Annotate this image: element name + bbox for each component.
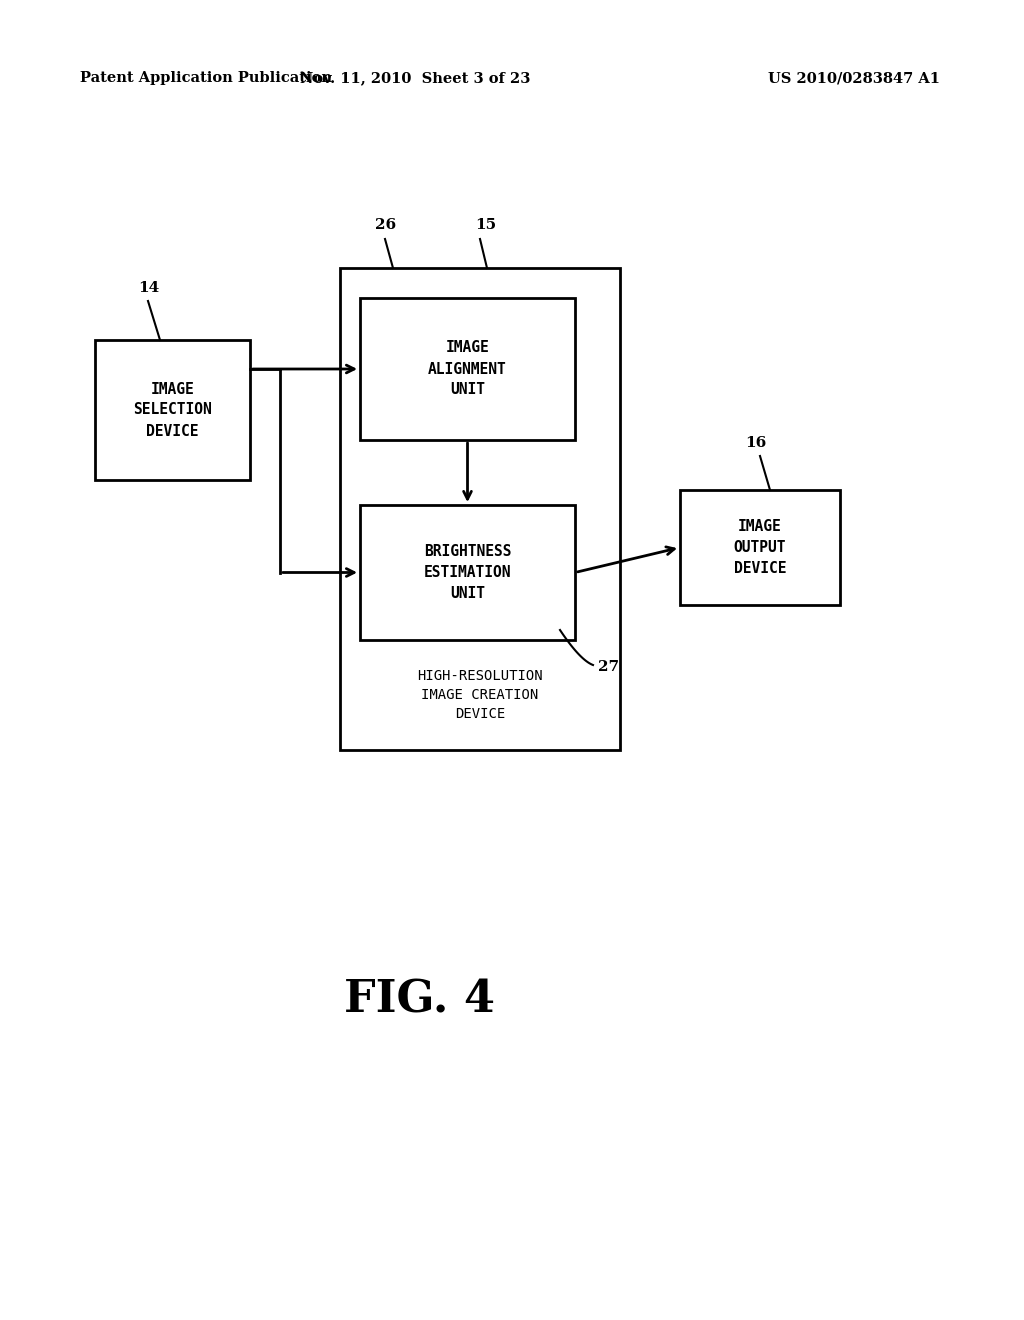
Text: Nov. 11, 2010  Sheet 3 of 23: Nov. 11, 2010 Sheet 3 of 23 [300,71,530,84]
Text: HIGH-RESOLUTION
IMAGE CREATION
DEVICE: HIGH-RESOLUTION IMAGE CREATION DEVICE [417,668,543,722]
Bar [360,506,575,640]
Text: IMAGE
ALIGNMENT
UNIT: IMAGE ALIGNMENT UNIT [428,341,507,397]
Bar [95,341,250,480]
Text: FIG. 4: FIG. 4 [344,978,496,1022]
Text: 15: 15 [475,218,496,232]
Text: 26: 26 [375,218,396,232]
Text: IMAGE
SELECTION
DEVICE: IMAGE SELECTION DEVICE [133,381,212,438]
Text: US 2010/0283847 A1: US 2010/0283847 A1 [768,71,940,84]
Bar [360,298,575,440]
Text: 16: 16 [745,436,766,450]
Text: 14: 14 [138,281,160,294]
Text: 27: 27 [598,660,620,675]
Text: Patent Application Publication: Patent Application Publication [80,71,332,84]
Bar [680,490,840,605]
Text: IMAGE
OUTPUT
DEVICE: IMAGE OUTPUT DEVICE [734,519,786,576]
Text: BRIGHTNESS
ESTIMATION
UNIT: BRIGHTNESS ESTIMATION UNIT [424,544,511,601]
Bar [340,268,620,750]
